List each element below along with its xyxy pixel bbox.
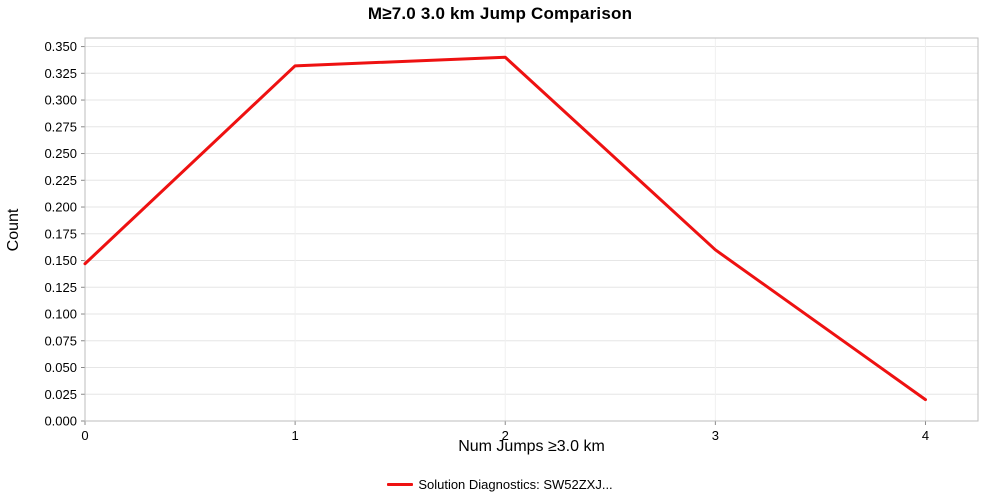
svg-text:3: 3 [712, 428, 719, 443]
svg-text:0.300: 0.300 [44, 93, 77, 108]
svg-text:0.100: 0.100 [44, 307, 77, 322]
svg-text:1: 1 [292, 428, 299, 443]
x-axis-label: Num Jumps ≥3.0 km [458, 438, 605, 455]
chart-title: M≥7.0 3.0 km Jump Comparison [367, 4, 633, 23]
svg-text:0.275: 0.275 [44, 119, 77, 134]
svg-text:0.175: 0.175 [44, 226, 77, 241]
svg-text:0.000: 0.000 [44, 414, 77, 429]
svg-text:4: 4 [922, 428, 929, 443]
legend-line-marker [387, 483, 414, 487]
svg-text:0.125: 0.125 [44, 280, 77, 295]
svg-text:0: 0 [81, 428, 88, 443]
svg-text:0.050: 0.050 [44, 360, 77, 375]
legend: Solution Diagnostics: SW52ZXJ... [0, 476, 1000, 492]
svg-text:0.075: 0.075 [44, 333, 77, 348]
svg-text:0.200: 0.200 [44, 200, 77, 215]
svg-text:0.250: 0.250 [44, 146, 77, 161]
svg-text:0.325: 0.325 [44, 66, 77, 81]
svg-text:0.225: 0.225 [44, 173, 77, 188]
svg-text:0.025: 0.025 [44, 387, 77, 402]
svg-text:2: 2 [502, 428, 509, 443]
plot-area: 0.000 0.025 0.050 0.075 0.100 0.125 0.150 0.175… [44, 37, 979, 443]
svg-text:0.350: 0.350 [44, 39, 77, 54]
legend-label: Solution Diagnostics: SW52ZXJ... [418, 477, 613, 493]
svg-text:0.150: 0.150 [44, 253, 77, 268]
